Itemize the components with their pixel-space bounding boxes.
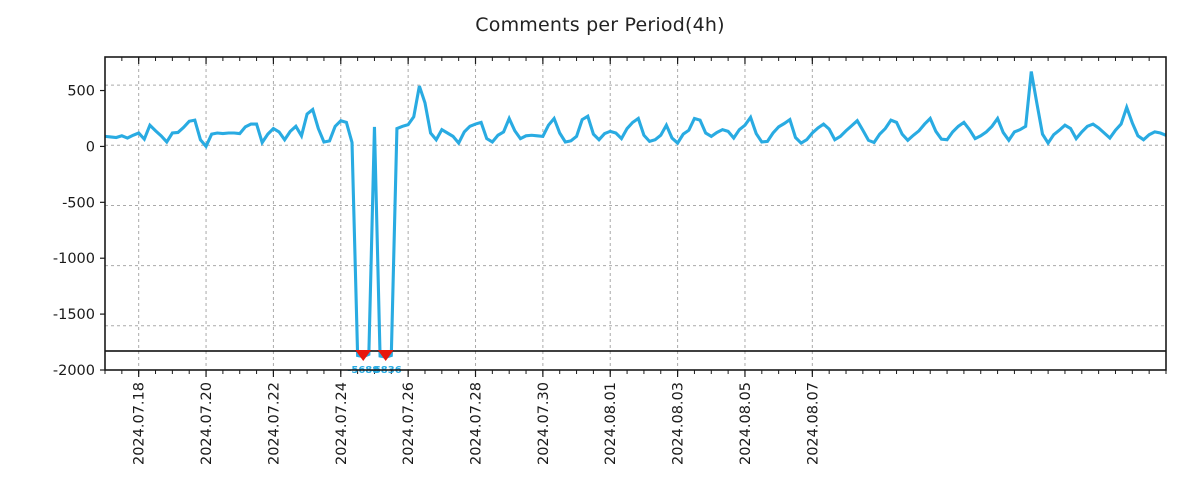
y-tick-label: 0 xyxy=(86,139,95,155)
y-tick-label: -500 xyxy=(62,195,95,211)
anomaly-markers[interactable] xyxy=(355,349,394,361)
x-gridlines xyxy=(138,57,813,370)
x-tick-labels: 2024.07.18 2024.07.20 2024.07.22 2024.07.24… xyxy=(132,382,822,465)
x-tick-label: 2024.08.01 xyxy=(603,382,619,465)
y-ticks xyxy=(100,89,105,371)
y-tick-labels: 500 0 -500 -1000 -1500 -2000 xyxy=(53,84,95,379)
plot-background xyxy=(105,57,1166,370)
series-line-comments xyxy=(105,71,1166,359)
x-tick-label: 2024.07.24 xyxy=(334,382,350,465)
y-tick-label: -1000 xyxy=(53,251,95,267)
plot-frame xyxy=(104,56,1167,371)
y-tick-label: -1500 xyxy=(53,307,95,323)
x-tick-label: 2024.08.03 xyxy=(671,382,687,465)
x-tick-label: 2024.07.18 xyxy=(132,382,148,465)
x-tick-label: 2024.08.07 xyxy=(805,382,821,465)
x-tick-label: 2024.08.05 xyxy=(738,382,754,465)
anomaly-marker-triangle-down[interactable] xyxy=(377,349,394,361)
y-tick-label: -2000 xyxy=(53,363,95,379)
x-tick-label: 2024.07.28 xyxy=(469,382,485,465)
anomaly-marker-triangle-down[interactable] xyxy=(355,349,372,361)
page-title: Comments per Period(4h) xyxy=(475,14,725,36)
x-tick-label: 2024.07.26 xyxy=(401,382,417,465)
x-tick-label: 2024.07.20 xyxy=(199,382,215,465)
x-tick-label: 2024.07.30 xyxy=(536,382,552,465)
x-major-ticks xyxy=(138,57,813,377)
x-tick-label: 2024.07.22 xyxy=(266,382,282,465)
y-tick-label: 500 xyxy=(67,84,95,100)
y-gridlines xyxy=(105,84,1166,327)
